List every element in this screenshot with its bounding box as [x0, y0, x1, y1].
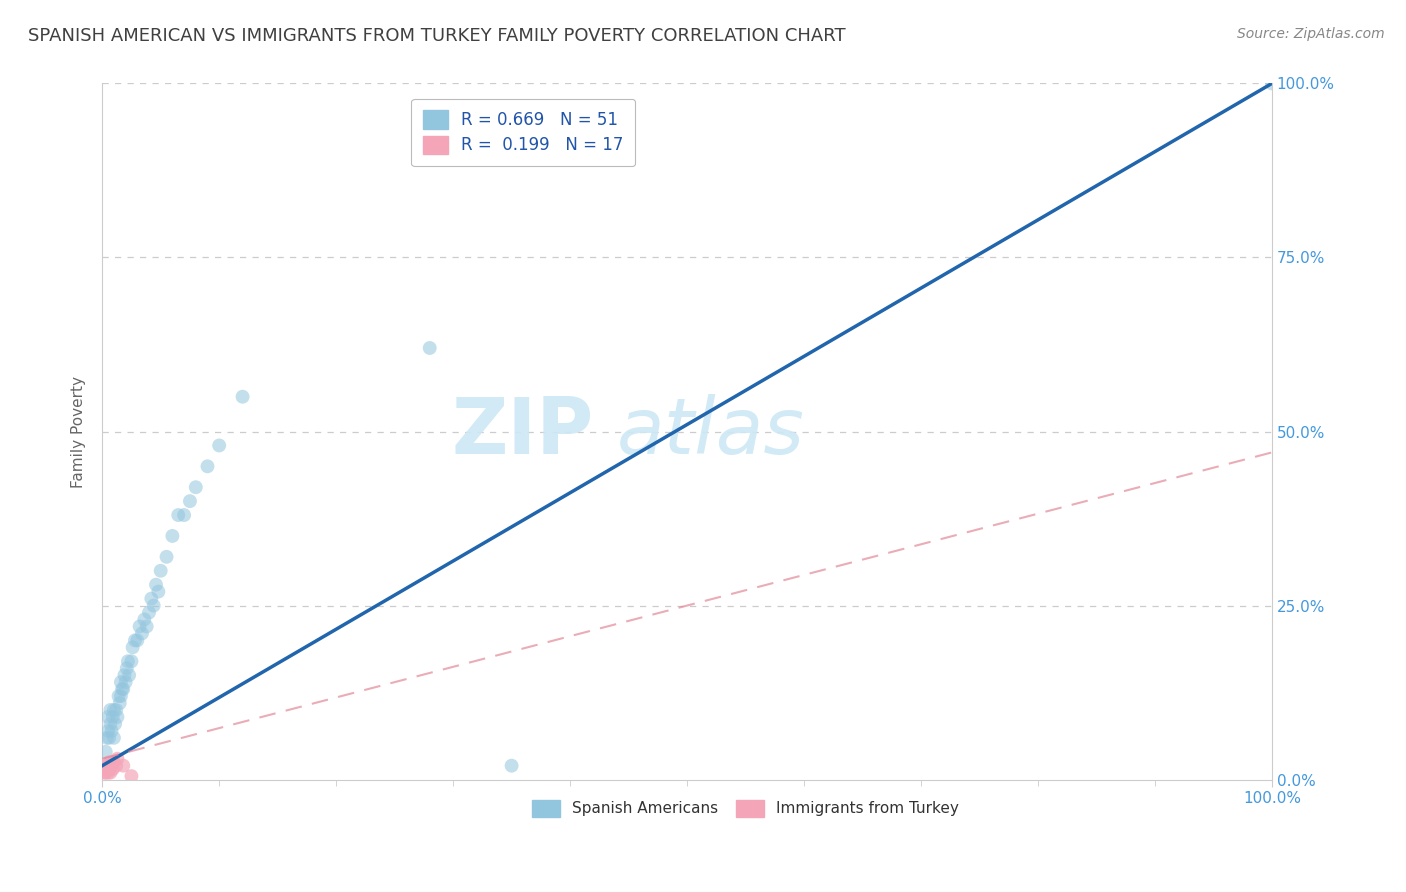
- Point: [101, 710, 124, 724]
- Point: [105, 758, 128, 772]
- Point: [117, 654, 139, 668]
- Point: [112, 758, 135, 772]
- Point: [1261, 77, 1284, 91]
- Point: [104, 717, 127, 731]
- Point: [120, 654, 142, 668]
- Point: [127, 633, 149, 648]
- Point: [145, 577, 167, 591]
- Point: [96, 731, 118, 745]
- Text: atlas: atlas: [617, 393, 804, 469]
- Point: [149, 564, 172, 578]
- Point: [100, 723, 122, 738]
- Point: [112, 682, 135, 697]
- Point: [162, 529, 184, 543]
- Point: [100, 703, 122, 717]
- Point: [108, 696, 131, 710]
- Point: [197, 459, 219, 474]
- Point: [155, 549, 177, 564]
- Point: [98, 762, 121, 776]
- Point: [110, 675, 132, 690]
- Point: [98, 731, 121, 745]
- Point: [107, 689, 129, 703]
- Text: SPANISH AMERICAN VS IMMIGRANTS FROM TURKEY FAMILY POVERTY CORRELATION CHART: SPANISH AMERICAN VS IMMIGRANTS FROM TURK…: [28, 27, 846, 45]
- Legend: Spanish Americans, Immigrants from Turkey: Spanish Americans, Immigrants from Turke…: [524, 792, 966, 824]
- Point: [128, 619, 150, 633]
- Point: [96, 758, 118, 772]
- Point: [118, 668, 141, 682]
- Point: [184, 480, 207, 494]
- Point: [501, 758, 523, 772]
- Point: [114, 675, 136, 690]
- Point: [124, 633, 146, 648]
- Point: [121, 640, 143, 655]
- Point: [105, 703, 128, 717]
- Point: [96, 762, 118, 776]
- Point: [107, 752, 129, 766]
- Point: [94, 765, 117, 780]
- Point: [142, 599, 165, 613]
- Point: [120, 769, 142, 783]
- Point: [167, 508, 190, 522]
- Point: [131, 626, 153, 640]
- Point: [103, 755, 125, 769]
- Point: [100, 758, 122, 772]
- Point: [107, 710, 129, 724]
- Point: [114, 668, 136, 682]
- Point: [179, 494, 201, 508]
- Point: [173, 508, 195, 522]
- Y-axis label: Family Poverty: Family Poverty: [72, 376, 86, 488]
- Point: [148, 584, 170, 599]
- Point: [93, 765, 115, 780]
- Point: [103, 703, 125, 717]
- Point: [232, 390, 254, 404]
- Point: [100, 758, 122, 772]
- Point: [141, 591, 163, 606]
- Point: [138, 606, 160, 620]
- Point: [97, 758, 120, 772]
- Point: [98, 755, 121, 769]
- Point: [111, 682, 134, 697]
- Point: [97, 723, 120, 738]
- Point: [100, 765, 122, 780]
- Point: [101, 762, 124, 776]
- Point: [419, 341, 441, 355]
- Point: [94, 745, 117, 759]
- Point: [135, 619, 157, 633]
- Point: [110, 689, 132, 703]
- Point: [97, 765, 120, 780]
- Point: [97, 710, 120, 724]
- Point: [103, 731, 125, 745]
- Point: [134, 612, 156, 626]
- Text: ZIP: ZIP: [451, 393, 593, 469]
- Point: [115, 661, 138, 675]
- Point: [208, 438, 231, 452]
- Point: [100, 717, 122, 731]
- Text: Source: ZipAtlas.com: Source: ZipAtlas.com: [1237, 27, 1385, 41]
